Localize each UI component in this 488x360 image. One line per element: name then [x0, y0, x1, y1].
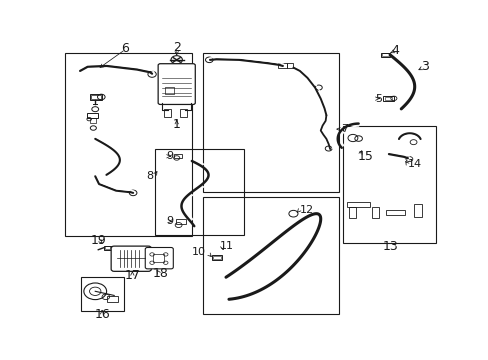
Bar — [381, 53, 389, 57]
Bar — [348, 207, 355, 218]
Text: 13: 13 — [382, 240, 397, 253]
Bar — [87, 113, 98, 118]
Bar — [371, 207, 378, 218]
Text: 18: 18 — [152, 267, 168, 280]
FancyBboxPatch shape — [111, 246, 151, 271]
Text: 15: 15 — [357, 150, 373, 163]
Text: 6: 6 — [122, 42, 129, 55]
Bar — [164, 109, 171, 117]
Bar — [278, 63, 286, 68]
Bar — [175, 219, 186, 224]
Bar — [90, 95, 101, 99]
Text: 11: 11 — [220, 240, 234, 251]
Bar — [211, 255, 222, 260]
Bar — [154, 149, 244, 235]
Text: 14: 14 — [407, 159, 421, 169]
Bar — [413, 204, 421, 217]
Bar — [106, 296, 118, 302]
Text: 5: 5 — [374, 94, 381, 104]
Bar — [203, 197, 338, 314]
Bar — [180, 109, 186, 117]
Text: 3: 3 — [420, 60, 428, 73]
Bar — [343, 126, 435, 243]
Bar — [174, 153, 182, 158]
Text: 19: 19 — [91, 234, 107, 247]
Bar — [164, 87, 174, 94]
Text: 7: 7 — [341, 124, 348, 134]
Bar — [89, 94, 102, 100]
Text: 1: 1 — [172, 118, 180, 131]
Text: 8: 8 — [146, 171, 153, 181]
Text: 16: 16 — [94, 308, 110, 321]
Bar — [203, 53, 338, 192]
Text: 2: 2 — [172, 41, 180, 54]
FancyBboxPatch shape — [145, 247, 173, 269]
Bar — [153, 254, 163, 262]
Bar — [81, 278, 123, 311]
Bar — [386, 210, 405, 215]
FancyBboxPatch shape — [158, 64, 195, 104]
Bar — [384, 97, 391, 100]
Text: 12: 12 — [299, 204, 313, 215]
Text: 10: 10 — [192, 247, 206, 257]
Bar — [103, 246, 112, 250]
Text: 9: 9 — [166, 151, 173, 161]
Bar — [346, 202, 369, 207]
Bar — [382, 53, 388, 56]
Bar — [89, 118, 96, 123]
Bar — [286, 63, 293, 68]
Text: 17: 17 — [124, 269, 140, 282]
Text: 4: 4 — [391, 44, 399, 57]
Text: 9: 9 — [166, 216, 173, 226]
Bar — [105, 246, 110, 249]
Bar — [65, 53, 191, 236]
Bar — [383, 96, 393, 100]
Bar — [212, 256, 221, 259]
